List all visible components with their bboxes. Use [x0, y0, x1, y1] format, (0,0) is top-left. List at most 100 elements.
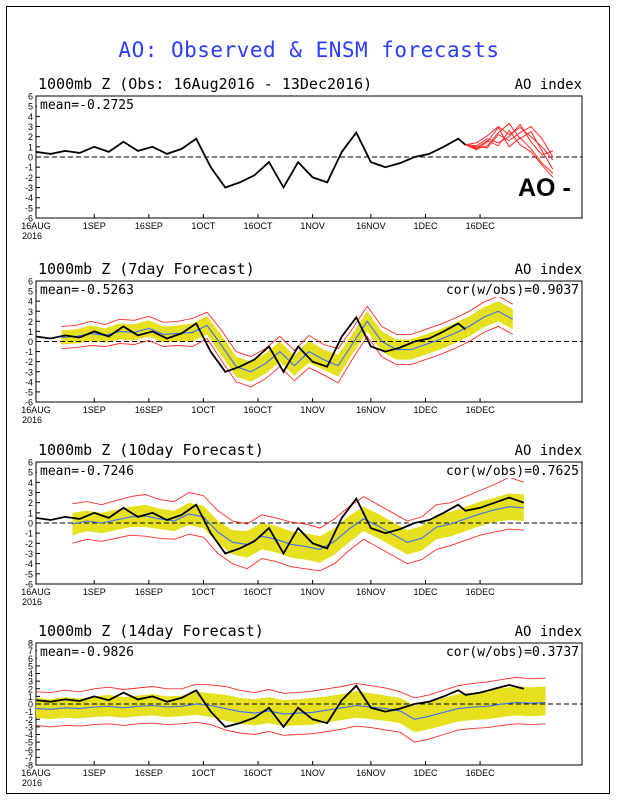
x-tick-label: 16AUG — [21, 221, 51, 231]
mean-stat: mean=-0.5263 — [40, 283, 134, 298]
y-tick-label: -6 — [25, 745, 33, 755]
x-tick-label: 1SEP — [83, 768, 106, 778]
mean-stat: mean=-0.7246 — [40, 464, 134, 479]
panel-1: 1000mb Z (Obs: 16Aug2016 - 13Dec2016) AO … — [21, 75, 583, 241]
panel-4: 1000mb Z (14day Forecast) AO index8765432… — [21, 622, 583, 788]
panel-title: 1000mb Z (10day Forecast) — [38, 441, 264, 459]
correlation-stat: cor(w/obs)=0.9037 — [446, 283, 579, 298]
ensemble-mean-line — [61, 310, 514, 373]
x-tick-label: 16NOV — [356, 587, 386, 597]
y-tick-label: -3 — [25, 722, 33, 732]
x-tick-label: 16OCT — [244, 221, 274, 231]
y-tick-label: -3 — [25, 367, 33, 377]
x-tick-label: 1SEP — [83, 405, 106, 415]
y-tick-label: -6 — [25, 214, 33, 224]
x-tick-label: 16AUG — [21, 587, 51, 597]
spread-lower-bound — [61, 325, 514, 388]
y-tick-label: 1 — [28, 142, 33, 152]
panel-right-label: AO index — [515, 624, 582, 640]
y-tick-label: -4 — [25, 559, 33, 569]
panel-right-label: AO index — [515, 443, 582, 459]
x-tick-label: 1SEP — [83, 587, 106, 597]
panel-right-label: AO index — [515, 77, 582, 93]
y-tick-label: -2 — [25, 173, 33, 183]
mean-stat: mean=-0.2725 — [40, 98, 134, 113]
x-tick-label: 16OCT — [244, 405, 274, 415]
observed-ao-line — [35, 683, 525, 729]
x-tick-label: 16DEC — [466, 587, 496, 597]
x-year-label: 2016 — [22, 231, 42, 241]
y-tick-label: -3 — [25, 549, 33, 559]
y-tick-label: 8 — [28, 639, 33, 649]
x-tick-label: 16DEC — [466, 405, 496, 415]
x-tick-label: 16OCT — [244, 587, 274, 597]
forecast-member-line — [465, 123, 554, 156]
y-tick-label: 0 — [28, 519, 33, 529]
y-tick-label: 2 — [28, 317, 33, 327]
correlation-stat: cor(w/obs)=0.7625 — [446, 464, 579, 479]
panel-3: 1000mb Z (10day Forecast) AO index 6543210… — [21, 441, 583, 607]
x-tick-label: 16SEP — [135, 221, 163, 231]
y-tick-label: 5 — [28, 287, 33, 297]
stat-right-bg — [437, 644, 581, 659]
x-tick-label: 1OCT — [191, 768, 216, 778]
spread-lower-bound — [72, 528, 524, 572]
y-tick-label: -2 — [25, 715, 33, 725]
x-year-label: 2016 — [22, 778, 42, 788]
y-tick-label: -4 — [25, 193, 33, 203]
x-tick-label: 1NOV — [300, 221, 325, 231]
x-tick-label: 16NOV — [356, 405, 386, 415]
x-tick-label: 1SEP — [83, 221, 106, 231]
ensemble-mean-line — [35, 701, 546, 720]
forecast-member-line — [465, 122, 554, 170]
y-tick-label: 0 — [28, 700, 33, 710]
y-tick-label: -5 — [25, 387, 33, 397]
x-tick-label: 16SEP — [135, 768, 163, 778]
y-tick-label: 1 — [28, 692, 33, 702]
panel-right-label: AO index — [515, 262, 582, 278]
observed-ao-line — [35, 130, 467, 190]
y-tick-label: -4 — [25, 730, 33, 740]
y-tick-label: 4 — [28, 669, 33, 679]
x-tick-label: 1DEC — [413, 405, 438, 415]
y-tick-label: -5 — [25, 203, 33, 213]
x-tick-label: 1DEC — [413, 768, 438, 778]
y-tick-label: 3 — [28, 307, 33, 317]
spread-upper-bound — [61, 295, 514, 358]
forecast-member-line — [465, 126, 554, 174]
y-tick-label: -7 — [25, 753, 33, 763]
y-tick-label: -8 — [25, 761, 33, 771]
x-tick-label: 16NOV — [356, 221, 386, 231]
y-tick-label: 4 — [28, 297, 33, 307]
mean-stat: mean=-0.9826 — [40, 645, 134, 660]
y-tick-label: -2 — [25, 539, 33, 549]
x-tick-label: 16AUG — [21, 768, 51, 778]
y-tick-label: 5 — [28, 661, 33, 671]
y-tick-label: 1 — [28, 327, 33, 337]
y-tick-label: -6 — [25, 398, 33, 408]
spread-band — [36, 686, 546, 733]
y-tick-label: 6 — [28, 92, 33, 102]
y-tick-label: 2 — [28, 132, 33, 142]
y-tick-label: 6 — [28, 458, 33, 468]
y-tick-label: -1 — [25, 529, 33, 539]
y-tick-label: -1 — [25, 163, 33, 173]
panel-title: 1000mb Z (Obs: 16Aug2016 - 13Dec2016) — [38, 75, 372, 93]
x-tick-label: 1NOV — [300, 405, 325, 415]
x-tick-label: 1NOV — [300, 768, 325, 778]
y-tick-label: 3 — [28, 677, 33, 687]
y-tick-label: 4 — [28, 112, 33, 122]
y-tick-label: -4 — [25, 377, 33, 387]
y-tick-label: 0 — [28, 337, 33, 347]
x-tick-label: 16SEP — [135, 587, 163, 597]
x-tick-label: 1NOV — [300, 587, 325, 597]
y-tick-label: -1 — [25, 707, 33, 717]
ao-negative-annotation: AO - — [518, 174, 571, 202]
y-tick-label: -2 — [25, 357, 33, 367]
panel-2: 1000mb Z (7day Forecast) AO index6543210-… — [21, 260, 583, 425]
y-tick-label: 6 — [28, 277, 33, 287]
x-year-label: 2016 — [22, 597, 42, 607]
y-tick-label: 5 — [28, 468, 33, 478]
x-tick-label: 16SEP — [135, 405, 163, 415]
